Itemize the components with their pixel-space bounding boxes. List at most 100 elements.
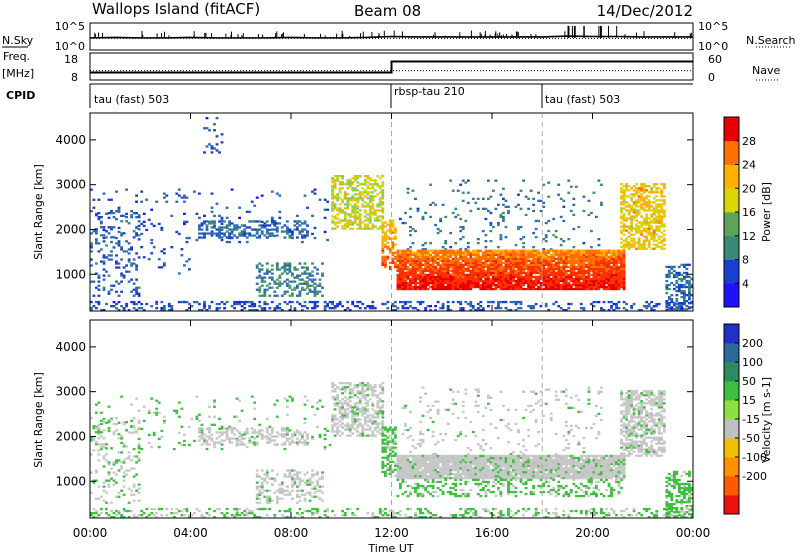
heatmap-cell [301, 493, 304, 496]
heatmap-cell [469, 271, 473, 275]
heatmap-cell [577, 273, 581, 277]
heatmap-cell [562, 271, 566, 275]
heatmap-cell [286, 439, 289, 442]
heatmap-cell [135, 286, 138, 289]
heatmap-cell [517, 285, 520, 289]
heatmap-cell [273, 280, 277, 283]
heatmap-cell [514, 265, 518, 269]
heatmap-cell [534, 271, 538, 275]
heatmap-cell [585, 249, 588, 252]
heatmap-cell [110, 236, 113, 239]
heatmap-cell [615, 253, 618, 256]
heatmap-cell [647, 227, 651, 230]
heatmap-cell [203, 232, 206, 235]
heatmap-cell [378, 191, 382, 194]
heatmap-cell [333, 422, 337, 425]
heatmap-cell [564, 271, 568, 275]
heatmap-cell [650, 247, 654, 250]
heatmap-cell [353, 177, 357, 180]
heatmap-cell [512, 269, 515, 273]
heatmap-cell [376, 193, 380, 196]
heatmap-cell [595, 263, 598, 266]
heatmap-cell [562, 281, 566, 285]
heatmap-cell [489, 251, 493, 254]
heatmap-cell [519, 277, 523, 281]
heatmap-cell [572, 197, 576, 200]
heatmap-cell [431, 271, 435, 275]
heatmap-cell [451, 283, 455, 287]
heatmap-cell [301, 282, 304, 285]
heatmap-cell [504, 285, 508, 289]
heatmap-cell [675, 300, 679, 303]
heatmap-cell [160, 226, 164, 230]
heatmap-cell [444, 257, 448, 260]
heatmap-cell [363, 219, 367, 222]
heatmap-cell [233, 415, 236, 418]
heatmap-cell [595, 257, 598, 260]
heatmap-cell [655, 205, 659, 208]
heatmap-cell [449, 273, 453, 277]
heatmap-cell [429, 305, 432, 308]
heatmap-cell [544, 236, 548, 239]
colorbar-tick-label: 12 [742, 230, 756, 243]
heatmap-cell [255, 230, 259, 233]
heatmap-cell [378, 197, 382, 200]
heatmap-cell [132, 483, 136, 486]
heatmap-cell [132, 493, 136, 496]
heatmap-cell [492, 265, 495, 269]
heatmap-cell [127, 501, 131, 504]
heatmap-cell [640, 183, 643, 186]
heatmap-cell [117, 433, 121, 436]
heatmap-cell [502, 273, 505, 277]
heatmap-cell [293, 481, 297, 484]
heatmap-cell [569, 185, 573, 188]
heatmap-cell [258, 290, 262, 293]
heatmap-cell [466, 269, 470, 273]
heatmap-cell [200, 437, 204, 440]
heatmap-cell [444, 285, 448, 289]
heatmap-cell [316, 481, 319, 484]
heatmap-cell [130, 419, 133, 422]
heatmap-cell [316, 407, 319, 410]
heatmap-cell [311, 475, 314, 478]
heatmap-cell [662, 201, 666, 204]
heatmap-cell [632, 215, 636, 218]
heatmap-cell [537, 191, 540, 194]
colorbar-tick-label: 4 [742, 277, 749, 290]
heatmap-cell [381, 217, 385, 220]
heatmap-cell [399, 279, 402, 283]
heatmap-cell [449, 249, 453, 252]
heatmap-cell [481, 263, 485, 266]
heatmap-cell [446, 283, 450, 287]
heatmap-cell [502, 287, 505, 291]
heatmap-cell [602, 255, 606, 258]
heatmap-cell [414, 257, 417, 260]
heatmap-cell [582, 287, 586, 291]
heatmap-cell [280, 429, 284, 432]
heatmap-cell [476, 255, 480, 258]
heatmap-cell [384, 225, 387, 228]
heatmap-cell [429, 203, 432, 206]
heatmap-cell [675, 271, 679, 275]
heatmap-cell [240, 234, 244, 237]
heatmap-cell [519, 255, 523, 258]
heatmap-cell [497, 285, 500, 289]
heatmap-cell [263, 489, 267, 492]
heatmap-cell [509, 281, 513, 285]
heatmap-cell [318, 477, 322, 480]
heatmap-cell [579, 253, 583, 256]
heatmap-cell [132, 302, 136, 306]
heatmap-cell [509, 259, 513, 262]
heatmap-cell [303, 421, 307, 424]
heatmap-cell [112, 423, 116, 426]
heatmap-cell [537, 257, 540, 260]
heatmap-cell [600, 269, 603, 273]
heatmap-cell [366, 402, 370, 405]
heatmap-cell [512, 283, 515, 287]
heatmap-cell [268, 499, 272, 502]
heatmap-cell [341, 209, 344, 212]
heatmap-cell [456, 249, 460, 252]
heatmap-cell [381, 241, 385, 244]
heatmap-cell [590, 253, 593, 256]
heatmap-cell [617, 287, 621, 291]
